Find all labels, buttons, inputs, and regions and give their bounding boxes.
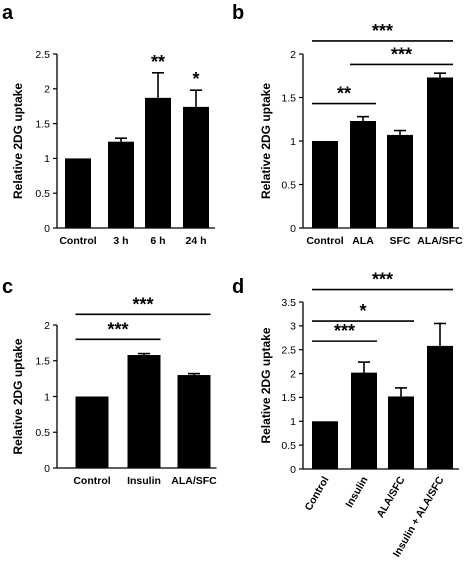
panel-d-y-tick-label: 2.5: [281, 345, 296, 357]
panel-d-bar: [427, 345, 453, 469]
panel-c-y-tick-label: 0: [44, 463, 50, 475]
chart-panel-d: 0 0.5 1 1.5 2 2.5 3 3.5 Relative 2DG uptake Contr…: [259, 270, 459, 559]
panel-a-y-tick-label: 1: [44, 153, 50, 165]
panel-a-y-tick-label: 1.5: [35, 118, 50, 130]
panel-letter-b: b: [232, 2, 244, 24]
chart-panel-a: 0 0.5 1 1.5 2 2.5 Relative 2DG uptake Control 3 …: [11, 49, 215, 247]
panel-d-bracket-label: ***: [372, 270, 393, 290]
panel-c-bar: [177, 375, 211, 468]
panel-a-y-tick-label: 2: [44, 84, 50, 96]
panel-c-bar: [127, 355, 161, 468]
panel-b-bracket-label: ***: [372, 21, 393, 41]
panel-d-bar: [388, 396, 414, 469]
panel-c-category-label: ALA/SFC: [171, 475, 217, 487]
panel-d-category-label: Insulin: [343, 475, 370, 510]
panel-b-bar: [427, 77, 453, 229]
panel-b-y-tick-label: 1.5: [281, 92, 296, 104]
panel-b-bracket-label: **: [337, 84, 351, 104]
panel-a-y-tick-label: 0.5: [35, 188, 50, 200]
panel-a-y-tick-label: 0: [44, 223, 50, 235]
panel-d-bracket-label: ***: [334, 321, 355, 341]
panel-a-bar: [65, 158, 91, 228]
panel-b-category-label: ALA: [352, 235, 374, 247]
panel-b-y-tick-label: 1: [290, 136, 296, 148]
panel-a-category-label: 24 h: [185, 235, 206, 247]
panel-a-category-label: 3 h: [113, 235, 128, 247]
panel-d-y-tick-label: 3: [290, 321, 296, 333]
panel-d-y-tick-label: 2: [290, 368, 296, 380]
panel-b-category-label: Control: [306, 235, 343, 247]
chart-panel-c: 0 0.5 1 1.5 2 Relative 2DG uptake Control Insul…: [11, 294, 217, 487]
panel-b-bar: [387, 134, 413, 228]
panel-b-bar: [350, 120, 376, 228]
panel-c-y-axis-title: Relative 2DG uptake: [11, 338, 25, 454]
panel-letter-d: d: [232, 276, 244, 298]
panel-b-bracket-label: ***: [391, 44, 412, 64]
panel-d-category-label: Control: [303, 474, 332, 512]
panel-b-y-axis-title: Relative 2DG uptake: [259, 83, 273, 199]
panel-a-bar: [108, 141, 134, 228]
panel-d-bar: [312, 421, 338, 469]
panel-a-bar: [183, 106, 209, 228]
panel-a-significance-label: *: [192, 69, 199, 89]
panel-c-category-label: Insulin: [127, 475, 161, 487]
panel-d-bar: [351, 372, 377, 469]
panel-a-category-label: 6 h: [150, 235, 165, 247]
panel-d-y-tick-label: 0.5: [281, 440, 296, 452]
panel-b-category-label: ALA/SFC: [417, 235, 463, 247]
panel-c-y-tick-label: 1: [44, 391, 50, 403]
panel-d-category-label: ALA/SFC: [374, 474, 407, 520]
chart-panel-b: 0 0.5 1 1.5 2 Relative 2DG uptake Control ALA SF…: [259, 21, 463, 247]
panel-letter-a: a: [2, 2, 14, 24]
panel-c-y-tick-label: 0.5: [35, 427, 50, 439]
panel-c-y-tick-label: 2: [44, 320, 50, 332]
panel-d-bracket-label: *: [359, 301, 366, 321]
panel-d-y-tick-label: 1.5: [281, 392, 296, 404]
panel-d-y-axis-title: Relative 2DG uptake: [259, 327, 273, 443]
panel-b-category-label: SFC: [390, 235, 411, 247]
panel-d-y-tick-label: 0: [290, 464, 296, 476]
panel-b-y-tick-label: 0.5: [281, 179, 296, 191]
panel-b-bar: [312, 141, 338, 228]
panel-b-y-tick-label: 0: [290, 223, 296, 235]
panel-a-significance-label: **: [151, 52, 165, 72]
panel-c-category-label: Control: [73, 475, 110, 487]
panel-c-bracket-label: ***: [107, 319, 128, 339]
panel-d-y-tick-label: 3.5: [281, 297, 296, 309]
panel-a-y-tick-label: 2.5: [35, 49, 50, 61]
panel-letter-c: c: [2, 276, 13, 298]
panel-a-y-axis-title: Relative 2DG uptake: [11, 83, 25, 199]
panel-a-bar: [145, 97, 171, 229]
panel-a-category-label: Control: [59, 235, 96, 247]
panel-c-bar: [75, 396, 109, 468]
panel-c-y-tick-label: 1.5: [35, 356, 50, 368]
panel-b-y-tick-label: 2: [290, 49, 296, 61]
panel-d-y-tick-label: 1: [290, 416, 296, 428]
panel-c-bracket-label: ***: [132, 294, 153, 314]
